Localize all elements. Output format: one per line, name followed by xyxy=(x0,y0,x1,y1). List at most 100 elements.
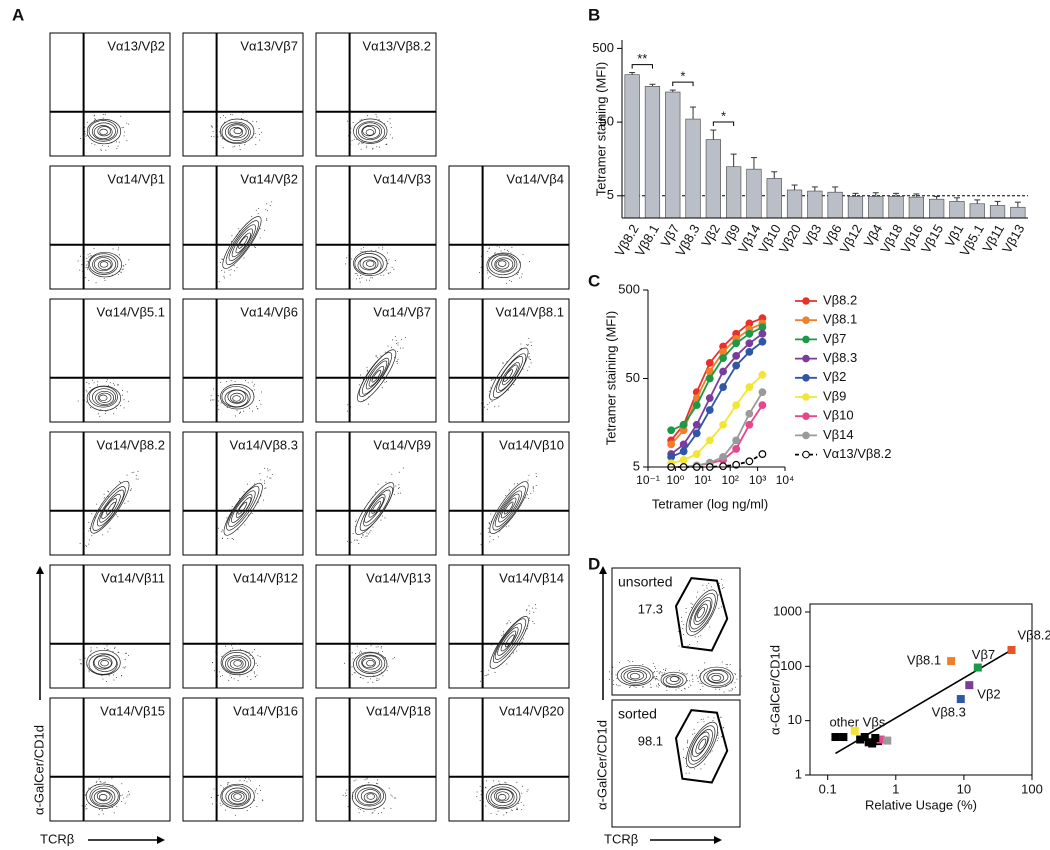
contour xyxy=(356,652,386,674)
contour xyxy=(95,390,114,405)
plot-label: Vα13/Vβ2 xyxy=(107,38,165,53)
event-dot xyxy=(221,270,223,272)
contour xyxy=(503,369,513,382)
event-dot xyxy=(527,617,529,619)
contour xyxy=(92,255,117,274)
event-dot xyxy=(378,118,380,120)
event-dot xyxy=(360,651,362,653)
event-dot xyxy=(517,509,519,511)
event-dot xyxy=(88,530,90,532)
contour xyxy=(371,369,382,383)
event-dot xyxy=(254,791,256,793)
event-dot xyxy=(479,785,481,787)
event-dot xyxy=(611,684,613,686)
event-dot xyxy=(369,531,371,533)
point xyxy=(732,445,741,453)
event-dot xyxy=(221,138,223,140)
x-tick-label: Vβ2 xyxy=(698,222,723,250)
event-dot xyxy=(535,484,537,486)
event-dot xyxy=(389,122,391,124)
event-dot xyxy=(717,594,719,596)
event-dot xyxy=(117,651,119,653)
event-dot xyxy=(489,275,491,277)
event-dot xyxy=(366,370,368,372)
event-dot xyxy=(699,675,701,677)
event-dot xyxy=(382,675,384,677)
event-dot xyxy=(365,535,367,537)
event-dot xyxy=(111,806,113,808)
contour xyxy=(685,589,718,636)
panel-label: C xyxy=(588,271,600,290)
event-dot xyxy=(229,384,231,386)
event-dot xyxy=(236,235,238,237)
event-dot xyxy=(126,140,128,142)
event-dot xyxy=(377,651,379,653)
point xyxy=(871,733,880,742)
event-dot xyxy=(370,530,372,532)
event-dot xyxy=(711,750,713,752)
event-dot xyxy=(210,125,212,127)
contour xyxy=(364,494,386,523)
event-dot xyxy=(510,252,512,254)
event-dot xyxy=(251,651,253,653)
plot-label: Vα14/Vβ7 xyxy=(373,304,431,319)
point xyxy=(732,436,741,445)
event-dot xyxy=(99,415,101,417)
event-dot xyxy=(356,645,358,647)
event-dot xyxy=(260,479,262,481)
point xyxy=(758,450,767,458)
event-dot xyxy=(137,478,139,480)
event-dot xyxy=(656,685,658,687)
contour xyxy=(233,793,242,800)
event-dot xyxy=(655,676,657,678)
event-dot xyxy=(91,513,93,515)
event-dot xyxy=(126,474,128,476)
event-dot xyxy=(248,778,250,780)
event-dot xyxy=(253,799,255,801)
event-dot xyxy=(706,585,708,587)
event-dot xyxy=(697,764,699,766)
event-dot xyxy=(211,803,213,805)
event-dot xyxy=(79,659,81,661)
event-dot xyxy=(117,384,119,386)
bar xyxy=(624,74,640,219)
event-dot xyxy=(498,372,500,374)
flow-plot: Vα14/Vβ6 xyxy=(182,298,304,423)
event-dot xyxy=(608,678,610,680)
event-dot xyxy=(222,538,224,540)
event-dot xyxy=(691,675,693,677)
event-dot xyxy=(654,677,656,679)
event-dot xyxy=(675,689,677,691)
event-dot xyxy=(511,246,513,248)
event-dot xyxy=(702,584,704,586)
flow-plot: Vα13/Vβ8.2 xyxy=(315,32,437,157)
event-dot xyxy=(124,502,126,504)
event-dot xyxy=(233,264,235,266)
event-dot xyxy=(117,274,119,276)
event-dot xyxy=(241,118,243,120)
event-dot xyxy=(364,251,366,253)
event-dot xyxy=(368,396,370,398)
event-dot xyxy=(254,676,256,678)
event-dot xyxy=(690,607,692,609)
event-dot xyxy=(521,276,523,278)
contour xyxy=(233,127,243,135)
event-dot xyxy=(725,685,727,687)
event-dot xyxy=(520,343,522,345)
event-dot xyxy=(264,229,266,231)
event-dot xyxy=(211,126,213,128)
bar xyxy=(665,91,681,219)
event-dot xyxy=(242,783,244,785)
event-dot xyxy=(79,255,81,257)
event-dot xyxy=(519,261,521,263)
event-dot xyxy=(216,655,218,657)
event-dot xyxy=(392,137,394,139)
event-dot xyxy=(347,540,349,542)
event-dot xyxy=(383,808,385,810)
event-dot xyxy=(264,487,266,489)
x-tick-label: Vβ15 xyxy=(918,222,946,256)
event-dot xyxy=(528,474,530,476)
event-dot xyxy=(90,407,92,409)
contour xyxy=(492,618,527,664)
bar xyxy=(969,203,985,219)
